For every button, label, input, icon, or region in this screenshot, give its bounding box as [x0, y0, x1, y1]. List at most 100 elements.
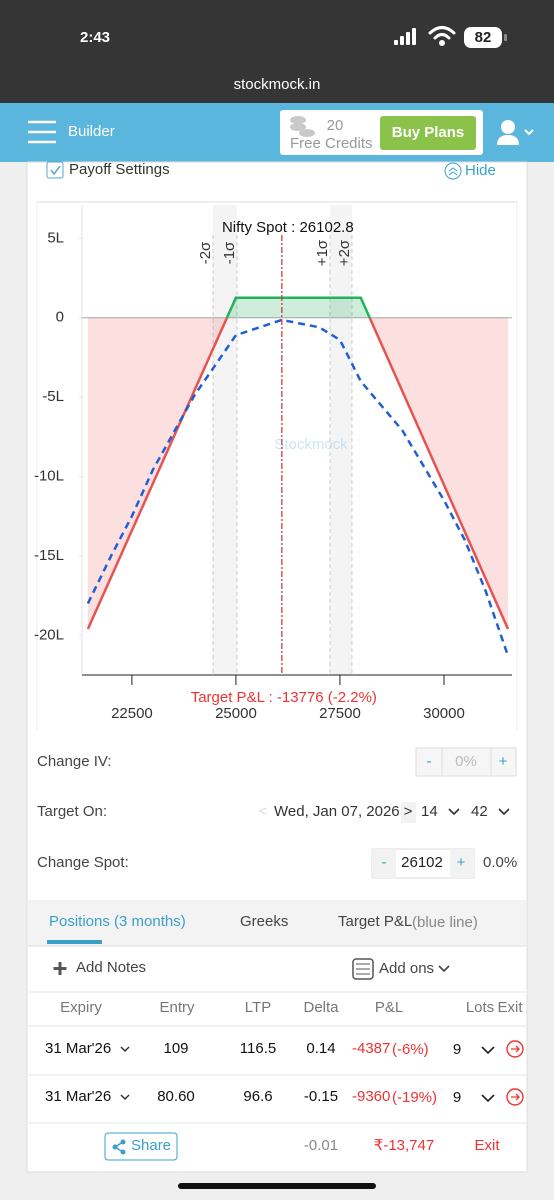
spot-plus[interactable]: + [457, 854, 466, 871]
spot-minus-box[interactable] [372, 849, 396, 878]
spot-value[interactable]: 26102 [401, 854, 443, 871]
sigma-label: -1σ [221, 241, 238, 264]
x-tick-label: 27500 [319, 705, 361, 722]
iv-minus[interactable]: - [427, 753, 432, 770]
payoff-line-profit [225, 296, 372, 318]
exit-arrow [511, 1093, 520, 1101]
payoff-line-loss [86, 317, 510, 630]
y-tick-label: -5L [42, 388, 64, 405]
expiry: 31 Mar'26 [45, 1088, 111, 1105]
sigma-band [330, 205, 352, 675]
target-minute[interactable]: 42 [471, 803, 488, 820]
x-tick-label: 25000 [215, 705, 257, 722]
settings-checkbox[interactable] [46, 161, 64, 179]
ltp: 96.6 [243, 1088, 272, 1105]
target-line [86, 318, 510, 657]
addons-icon[interactable] [352, 958, 374, 980]
column-header: Lots [466, 999, 494, 1016]
payoff-chart: -2σ -1σ +1σ +2σ 5L 0 -5L -10L -15L -20L 22500 25000… [34, 205, 512, 722]
exit-all[interactable]: Exit [474, 1137, 500, 1154]
expiry: 31 Mar'26 [45, 1040, 111, 1057]
battery-tip [504, 34, 507, 41]
signal-icon [394, 28, 416, 45]
spot-label: Nifty Spot : 26102.8 [222, 219, 354, 236]
y-tick-label: -20L [34, 626, 64, 643]
spot-minus[interactable]: - [382, 854, 387, 871]
wifi-icon [428, 26, 456, 46]
check-mark [50, 165, 61, 176]
delta: -0.15 [304, 1088, 338, 1105]
spot-plus-box[interactable] [450, 849, 474, 878]
credits: 20 [327, 117, 344, 134]
user-icon[interactable] [497, 120, 534, 145]
expiry-chevron[interactable] [120, 1094, 130, 1101]
next-box[interactable] [401, 802, 416, 823]
tab-bar [28, 900, 526, 946]
status-bar [0, 0, 554, 103]
ltp: 116.5 [240, 1040, 276, 1057]
row-chevron[interactable] [481, 1046, 495, 1055]
expiry-chevron[interactable] [120, 1046, 130, 1053]
pnl-percent: (-19%) [392, 1089, 437, 1106]
delta: 0.14 [306, 1040, 335, 1057]
column-header: Entry [159, 999, 195, 1016]
column-header: P&L [375, 999, 403, 1016]
x-tick-label: 22500 [111, 705, 153, 722]
loss-area [87, 317, 509, 629]
tab-target[interactable]: Target P&L [338, 913, 412, 930]
battery-level: 82 [475, 29, 492, 46]
column-header: Exit [497, 999, 523, 1016]
tab-greeks[interactable]: Greeks [240, 913, 288, 930]
minute-chevron[interactable] [498, 808, 510, 816]
tab-indicator [47, 940, 102, 944]
add-notes[interactable]: Add Notes [76, 959, 146, 976]
tab-positions[interactable]: Positions (3 months) [49, 913, 186, 930]
lots: 9 [453, 1089, 461, 1106]
pnl: -9360 [352, 1088, 390, 1105]
spot-change: 0.0% [483, 854, 517, 871]
total-pnl: ₹-13,747 [374, 1137, 434, 1154]
url: stockmock.in [234, 76, 321, 93]
entry: 109 [163, 1040, 188, 1057]
target-date[interactable]: Wed, Jan 07, 2026 [274, 803, 400, 820]
settings-label: Payoff Settings [69, 161, 170, 178]
profit-area [87, 297, 509, 318]
exit-arrow [511, 1045, 520, 1053]
y-tick-label: -10L [34, 467, 64, 484]
tab-target-note: (blue line) [412, 914, 478, 931]
hide-toggle[interactable]: Hide [465, 162, 496, 179]
share-icon [112, 1139, 126, 1155]
column-header: Expiry [60, 999, 102, 1016]
iv-value[interactable]: 0% [455, 753, 477, 770]
plus-icon[interactable] [53, 962, 67, 975]
addons-lines [356, 963, 370, 975]
iv-label: Change IV: [37, 753, 112, 770]
buy-plans-button[interactable] [380, 116, 476, 150]
hide-icon[interactable] [444, 162, 462, 180]
iv-plus[interactable]: + [499, 753, 508, 770]
target-hour[interactable]: 14 [421, 803, 438, 820]
share-label: Share [131, 1137, 171, 1154]
iv-input[interactable] [415, 747, 517, 777]
addons-chevron[interactable] [438, 965, 450, 973]
sigma-label: +1σ [314, 239, 331, 266]
hour-chevron[interactable] [448, 808, 460, 816]
add-ons[interactable]: Add ons [379, 960, 434, 977]
sigma-band [213, 205, 237, 675]
entry: 80.60 [157, 1088, 195, 1105]
x-tick-label: 30000 [423, 705, 465, 722]
buy-plans-label: Buy Plans [392, 124, 465, 141]
menu-icon[interactable] [28, 120, 56, 144]
coin-icon [290, 116, 315, 137]
date-next[interactable]: > [404, 803, 413, 820]
total-delta: -0.01 [304, 1137, 338, 1154]
exit-icon[interactable] [506, 1040, 524, 1058]
watermark: Stockmock [274, 436, 348, 453]
exit-icon[interactable] [506, 1088, 524, 1106]
hide-chevrons [448, 167, 458, 176]
row-chevron[interactable] [481, 1094, 495, 1103]
date-prev[interactable]: < [259, 803, 268, 820]
positions-table: Expiry Entry LTP Delta P&L Lots Exit 31 Mar'26 1… [28, 999, 526, 1124]
